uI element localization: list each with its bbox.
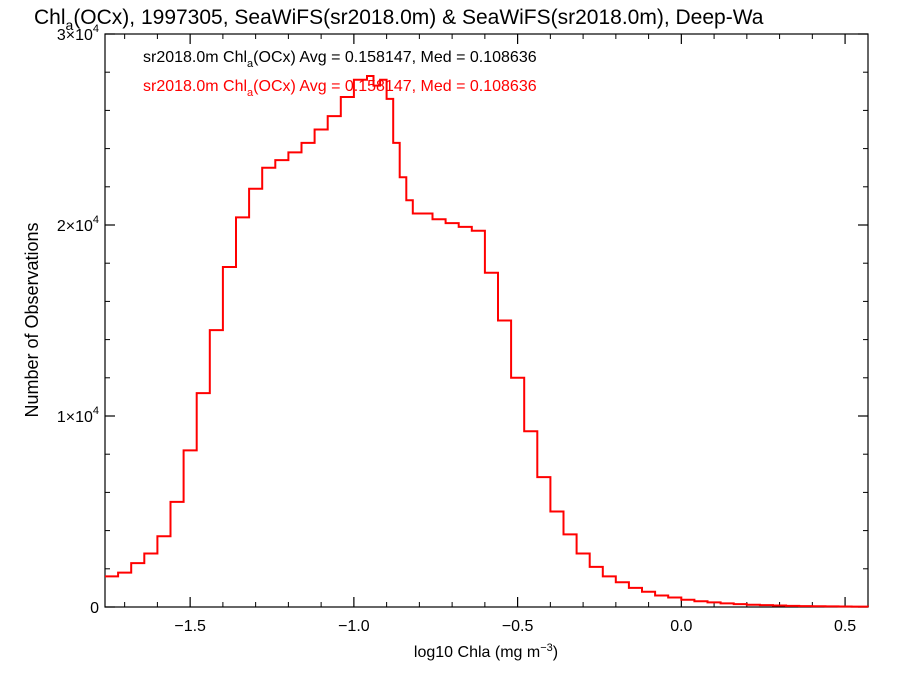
chart-title: Chla(OCx), 1997305, SeaWiFS(sr2018.0m) &… [34, 6, 764, 33]
x-tick-label: 0.0 [670, 618, 692, 635]
y-tick-label: 1×104 [57, 405, 99, 426]
series-group [105, 75, 869, 608]
x-axis-label-superscript: −3 [540, 642, 553, 654]
legend: sr2018.0m Chla(OCx) Avg = 0.158147, Med … [143, 49, 537, 99]
x-tick-label: −1.0 [338, 618, 370, 635]
x-tick-label: −0.5 [502, 618, 534, 635]
x-tick-label: −1.5 [174, 618, 206, 635]
plot-frame [104, 33, 869, 608]
x-axis: −1.5 −1.0 −0.5 0.0 0.5 [124, 34, 856, 635]
y-axis-label: Number of Observations [22, 222, 42, 417]
y-axis: 0 1×104 2×104 3×104 [57, 23, 868, 617]
x-axis-label: log10 Chla (mg m−3) [414, 642, 558, 661]
series-line-0 [105, 75, 869, 608]
y-tick-label: 3×104 [57, 23, 99, 44]
y-tick-label: 0 [90, 600, 99, 617]
x-tick-label: 0.5 [834, 618, 856, 635]
y-tick-label: 2×104 [57, 214, 99, 235]
legend-entry-0: sr2018.0m Chla(OCx) Avg = 0.158147, Med … [143, 49, 537, 70]
chart-title-subscript: a [66, 17, 74, 33]
legend-entry-1: sr2018.0m Chla(OCx) Avg = 0.158147, Med … [143, 78, 537, 99]
